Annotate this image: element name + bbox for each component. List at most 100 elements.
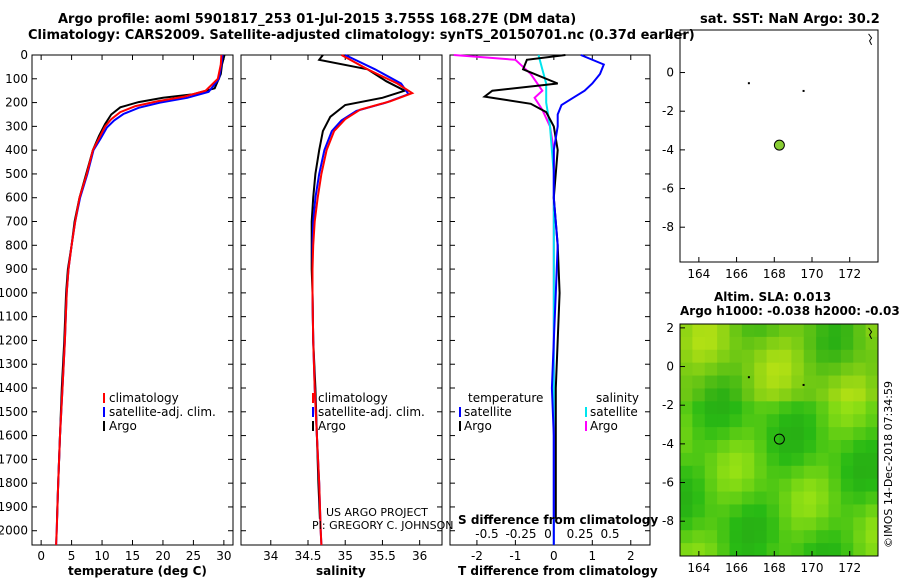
heatmap-cell <box>766 452 780 467</box>
heatmap-cell <box>779 336 792 351</box>
heatmap-cell <box>816 401 829 415</box>
header-line-1: Argo profile: aoml 5901817_253 01-Jul-20… <box>58 12 577 27</box>
heatmap-cell <box>680 388 693 402</box>
heatmap-cell <box>840 504 854 518</box>
heatmap-cell <box>717 427 730 441</box>
heatmap-cell <box>704 478 718 493</box>
heatmap-cell <box>754 414 768 428</box>
plot-frame <box>240 54 443 546</box>
heatmap-cell <box>853 440 867 454</box>
heatmap-cell <box>717 401 730 415</box>
heatmap-cell <box>766 440 780 454</box>
heatmap-cell <box>741 440 755 454</box>
heatmap-cell <box>779 517 792 531</box>
sst-map-panel: 164 166 168 170 172 2 0 -2 -4 -6 -8 <box>662 27 879 281</box>
x-tick-label: 35.5 <box>369 549 396 563</box>
map-frame <box>679 29 879 263</box>
heatmap-cell <box>692 491 706 505</box>
heatmap-cell <box>680 452 693 467</box>
heatmap-cell <box>853 452 867 467</box>
depth-tick-label: 1100 <box>0 310 28 324</box>
heatmap-cell <box>766 517 780 531</box>
depth-tick-label: 600 <box>5 191 28 205</box>
heatmap-cell <box>704 530 718 544</box>
heatmap-cell <box>803 401 817 415</box>
heatmap-cell <box>717 452 730 467</box>
heatmap-cell <box>704 543 718 557</box>
heatmap-cell <box>729 517 743 531</box>
island-mark <box>868 33 873 46</box>
legend-label: Argo <box>590 419 618 433</box>
heatmap-cell <box>865 491 879 505</box>
heatmap-cell <box>754 517 768 531</box>
heatmap-cell <box>865 543 879 557</box>
heatmap-cell <box>779 504 792 518</box>
x-tick-label: 164 <box>687 561 710 575</box>
heatmap-cell <box>754 427 768 441</box>
heatmap-cell <box>828 491 842 505</box>
heatmap-cell <box>779 324 792 338</box>
heatmap-cell <box>680 491 693 505</box>
heatmap-cell <box>791 465 805 480</box>
heatmap-cell <box>741 491 755 505</box>
heatmap-cell <box>828 336 842 351</box>
series-line-s-satellite <box>537 54 555 545</box>
heatmap-cell <box>816 375 829 389</box>
heatmap-cell <box>754 336 768 351</box>
depth-tick-label: 1300 <box>0 357 28 371</box>
heatmap-cell <box>840 543 854 557</box>
heatmap-cell <box>741 543 755 557</box>
heatmap-cell <box>680 401 693 415</box>
heatmap-cell <box>816 478 829 493</box>
s-tick-label: -0.5 <box>475 527 498 541</box>
heatmap-cell <box>766 336 780 351</box>
depth-tick-label: 1600 <box>0 429 28 443</box>
heatmap-cell <box>741 336 755 351</box>
heatmap-cell <box>766 504 780 518</box>
x-tick-label: 170 <box>801 267 824 281</box>
legend-label: Argo <box>464 419 492 433</box>
heatmap-cell <box>754 491 768 505</box>
island-mark <box>747 82 750 85</box>
heatmap-cell <box>766 324 780 338</box>
heatmap-cell <box>791 388 805 402</box>
heatmap-cell <box>754 401 768 415</box>
heatmap-cell <box>729 478 743 493</box>
heatmap-cell <box>853 375 867 389</box>
heatmap-cell <box>692 324 706 338</box>
heatmap-cell <box>779 465 792 480</box>
heatmap-cell <box>865 440 879 454</box>
heatmap-cell <box>741 401 755 415</box>
heatmap-cell <box>840 414 854 428</box>
heatmap-cell <box>828 452 842 467</box>
temperature-xlabel: temperature (deg C) <box>68 564 207 578</box>
heatmap-cell <box>865 414 879 428</box>
heatmap-cell <box>692 452 706 467</box>
heatmap-cell <box>803 543 817 557</box>
heatmap-cell <box>741 478 755 493</box>
legend-label: satellite <box>464 405 512 419</box>
x-tick-label: 10 <box>94 549 109 563</box>
heatmap-cell <box>680 349 693 364</box>
heatmap-cell <box>779 349 792 364</box>
heatmap-cell <box>766 465 780 480</box>
sla-map-panel: 164 166 168 170 172 2 0 -2 -4 -6 -8 <box>662 321 879 575</box>
heatmap-cell <box>692 530 706 544</box>
heatmap-cell <box>680 414 693 428</box>
heatmap-cell <box>729 324 743 338</box>
heatmap-cell <box>840 401 854 415</box>
heatmap-cell <box>717 478 730 493</box>
heatmap-cell <box>754 440 768 454</box>
heatmap-cell <box>840 465 854 480</box>
heatmap-cell <box>840 388 854 402</box>
heatmap-cell <box>779 543 792 557</box>
island-mark <box>802 383 805 386</box>
map-frame <box>679 323 879 557</box>
heatmap-cell <box>692 465 706 480</box>
heatmap-cell <box>729 530 743 544</box>
x-tick-label: 5 <box>68 549 76 563</box>
depth-tick-label: 300 <box>5 119 28 133</box>
heatmap-cell <box>704 401 718 415</box>
y-tick-label: -8 <box>662 220 674 234</box>
heatmap-cell <box>692 336 706 351</box>
